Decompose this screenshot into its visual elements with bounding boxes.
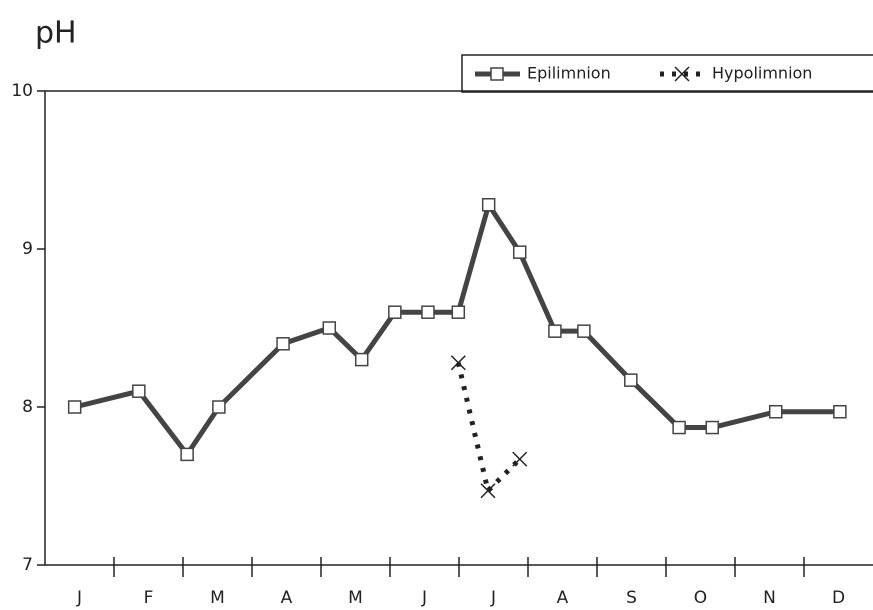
- x-tick-label: M: [210, 588, 225, 608]
- x-tick-label: J: [490, 588, 496, 608]
- point: [548, 324, 562, 338]
- point: [705, 420, 719, 435]
- x-tick-label: J: [76, 588, 82, 608]
- point: [451, 305, 466, 319]
- point: [481, 198, 496, 212]
- x-tick-label: J: [421, 588, 427, 608]
- x-tick-label: D: [832, 588, 845, 608]
- series-line: [455, 362, 522, 496]
- x-tick-label: A: [281, 588, 293, 608]
- point: [132, 384, 146, 398]
- y-tick-label: 9: [22, 239, 33, 259]
- series-line: [74, 202, 840, 457]
- x-tick-label: N: [763, 588, 776, 608]
- point: [276, 337, 290, 351]
- point: [490, 67, 504, 81]
- x-tick-label: F: [144, 588, 154, 608]
- point: [388, 305, 402, 319]
- point: [354, 352, 369, 367]
- y-tick-label: 8: [22, 397, 33, 417]
- point: [577, 324, 591, 338]
- legend-label: Hypolimnion: [712, 64, 812, 83]
- point: [512, 451, 528, 467]
- y-tick-label: 7: [22, 555, 33, 575]
- point: [322, 321, 337, 335]
- point: [180, 447, 194, 462]
- legend-label: Epilimnion: [527, 64, 611, 83]
- point: [833, 404, 847, 419]
- plot-frame: [44, 90, 873, 566]
- chart-title: pH: [35, 16, 77, 51]
- x-tick-label: A: [557, 588, 569, 608]
- point: [768, 404, 783, 419]
- point: [624, 373, 638, 387]
- point: [421, 305, 435, 319]
- point: [480, 483, 496, 499]
- point: [512, 245, 527, 259]
- y-tick-label: 10: [11, 81, 33, 101]
- point: [67, 400, 82, 414]
- point: [672, 420, 686, 435]
- point: [212, 400, 226, 414]
- point: [674, 66, 690, 82]
- x-tick-label: S: [626, 588, 637, 608]
- point: [450, 355, 466, 371]
- x-tick-label: O: [694, 588, 707, 608]
- legend-box: [461, 54, 873, 93]
- x-tick-label: M: [348, 588, 363, 608]
